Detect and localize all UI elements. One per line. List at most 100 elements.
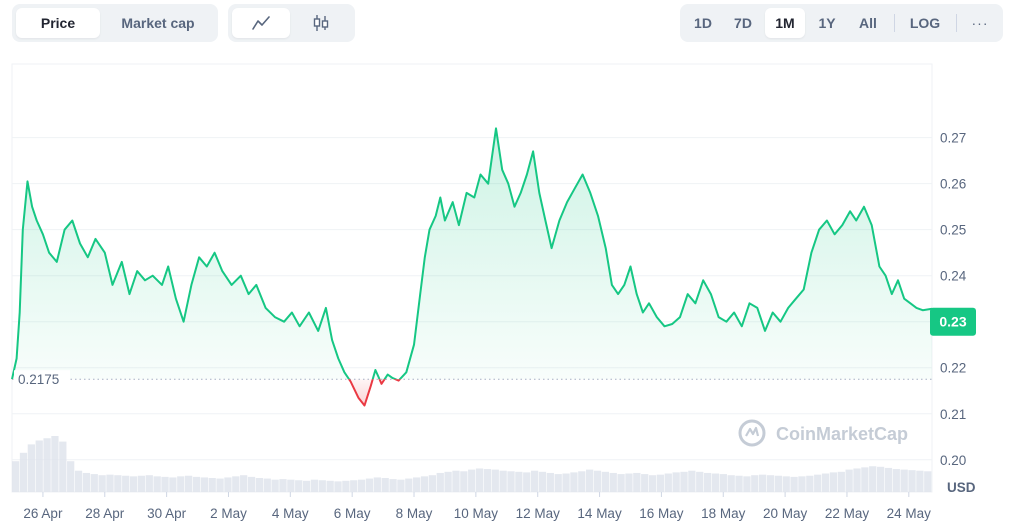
volume-bar: [82, 472, 91, 492]
x-tick-label: 26 Apr: [23, 506, 63, 521]
tab-price[interactable]: Price: [16, 8, 100, 38]
volume-bar: [279, 479, 287, 492]
volume-bar: [743, 476, 751, 492]
volume-bar: [751, 475, 759, 492]
volume-bar: [523, 472, 531, 492]
volume-bar: [247, 476, 256, 492]
candlestick-chart-button[interactable]: [292, 8, 350, 38]
volume-bar: [593, 470, 602, 492]
volume-bar: [908, 470, 916, 492]
range-1m-button[interactable]: 1M: [765, 8, 805, 38]
candlestick-icon: [313, 15, 329, 31]
range-7d-button[interactable]: 7D: [734, 15, 752, 31]
volume-bar: [74, 470, 83, 492]
reference-label-bg: [14, 370, 70, 389]
volume-bar: [586, 469, 594, 492]
x-tick-label: 4 May: [272, 506, 309, 521]
volume-bar: [837, 471, 845, 492]
volume-bar: [177, 476, 185, 492]
x-tick-label: 2 May: [210, 506, 247, 521]
volume-bar: [216, 478, 224, 492]
volume-bar: [703, 472, 712, 492]
volume-bar: [129, 476, 138, 492]
volume-bar: [892, 469, 900, 492]
volume-bar: [774, 475, 782, 492]
volume-bar: [656, 474, 665, 492]
y-tick-label: 0.24: [940, 269, 967, 284]
line-chart-icon: [252, 16, 270, 30]
volume-bar: [114, 475, 122, 492]
volume-bar: [759, 474, 767, 492]
volume-bar: [90, 474, 98, 492]
volume-bar: [43, 438, 51, 492]
volume-bar: [719, 474, 727, 492]
reference-price-label: 0.2175: [18, 372, 59, 387]
x-tick-label: 12 May: [516, 506, 561, 521]
volume-bar: [696, 471, 704, 492]
tab-market-cap[interactable]: Market cap: [121, 15, 195, 31]
volume-bar: [562, 473, 570, 492]
volume-bar: [578, 471, 586, 492]
y-tick-label: 0.22: [940, 361, 966, 376]
volume-bar: [106, 474, 114, 492]
volume-bar: [672, 472, 680, 492]
range-all-button[interactable]: All: [859, 15, 877, 31]
range-1y-button[interactable]: 1Y: [818, 15, 836, 31]
volume-bar: [554, 474, 562, 492]
volume-bar: [444, 471, 452, 492]
x-tick-label: 24 May: [887, 506, 932, 521]
volume-bars: [12, 436, 932, 492]
volume-bar: [357, 479, 366, 492]
currency-label: USD: [947, 480, 976, 495]
time-range-selector: 1D 7D 1M 1Y All LOG ···: [680, 4, 1003, 42]
x-tick-label: 6 May: [334, 506, 371, 521]
volume-bar: [491, 469, 499, 492]
volume-bar: [19, 452, 28, 492]
volume-bar: [240, 475, 248, 492]
volume-bar: [295, 480, 303, 492]
volume-bar: [735, 475, 743, 492]
volume-bar: [782, 476, 790, 492]
volume-bar: [381, 478, 389, 492]
volume-bar: [200, 477, 208, 492]
volume-bar: [98, 475, 106, 492]
volume-bar: [35, 440, 43, 492]
volume-bar: [814, 474, 822, 492]
volume-bar: [161, 476, 169, 492]
x-axis: 26 Apr 28 Apr 30 Apr 2 May 4 May 6 May 8 May 10…: [23, 492, 931, 521]
range-1d-button[interactable]: 1D: [694, 15, 712, 31]
line-chart-button[interactable]: [232, 8, 290, 38]
volume-bar: [884, 467, 893, 492]
volume-bar: [924, 471, 932, 492]
x-tick-label: 14 May: [577, 506, 622, 521]
volume-bar: [271, 479, 279, 492]
more-divider: [956, 14, 957, 32]
y-tick-label: 0.27: [940, 131, 966, 146]
volume-bar: [483, 469, 492, 492]
volume-bar: [617, 474, 625, 492]
price-area-above: [12, 128, 932, 380]
volume-bar: [145, 475, 153, 492]
watermark-text: CoinMarketCap: [776, 424, 908, 444]
volume-bar: [428, 475, 437, 492]
range-divider: [894, 14, 895, 32]
volume-bar: [798, 476, 806, 492]
volume-bar: [601, 471, 610, 492]
volume-bar: [59, 441, 67, 492]
volume-bar: [845, 469, 853, 492]
y-tick-label: 0.21: [940, 407, 966, 422]
volume-bar: [876, 466, 885, 492]
volume-bar: [67, 461, 75, 492]
volume-bar: [12, 461, 20, 492]
more-options-button[interactable]: ···: [971, 15, 989, 31]
x-tick-label: 18 May: [701, 506, 746, 521]
volume-bar: [538, 471, 547, 492]
volume-bar: [365, 478, 374, 492]
volume-bar: [137, 475, 146, 492]
log-scale-button[interactable]: LOG: [909, 15, 941, 31]
price-area-below: [349, 379, 400, 406]
volume-bar: [570, 472, 578, 492]
volume-bar: [192, 476, 201, 492]
volume-bar: [153, 476, 161, 492]
